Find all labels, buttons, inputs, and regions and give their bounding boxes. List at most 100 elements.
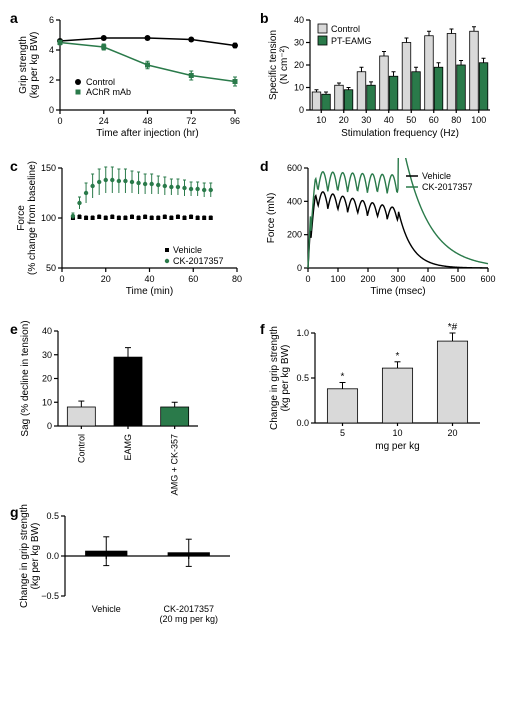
svg-text:40: 40 — [294, 15, 304, 25]
svg-text:CK-2017357: CK-2017357 — [173, 256, 224, 266]
svg-text:0: 0 — [57, 116, 62, 126]
svg-text:72: 72 — [186, 116, 196, 126]
chart-e: 010203040ControlEAMGEAMG + CK-357Sag (% … — [10, 321, 250, 496]
svg-text:10: 10 — [294, 83, 304, 93]
svg-text:0.0: 0.0 — [46, 551, 59, 561]
svg-text:Time (min): Time (min) — [126, 286, 173, 297]
panel-g-label: g — [10, 504, 19, 520]
chart-c: 50 100 150 0 20 40 60 80 Time (min) Force(% chang… — [10, 158, 250, 313]
svg-text:1.0: 1.0 — [296, 328, 309, 338]
svg-text:100: 100 — [330, 274, 345, 284]
svg-text:600: 600 — [287, 163, 302, 173]
svg-text:20: 20 — [294, 60, 304, 70]
svg-text:10: 10 — [42, 397, 52, 407]
svg-text:CK-2017357(20 mg per kg): CK-2017357(20 mg per kg) — [159, 604, 218, 624]
svg-text:40: 40 — [384, 115, 394, 125]
chart-d: 02004006000100200300400500600Time (msec)… — [260, 158, 500, 313]
panel-c-label: c — [10, 158, 18, 174]
svg-text:Vehicle: Vehicle — [173, 245, 202, 255]
svg-text:0: 0 — [297, 263, 302, 273]
svg-text:100: 100 — [471, 115, 486, 125]
svg-text:4: 4 — [49, 45, 54, 55]
svg-text:24: 24 — [99, 116, 109, 126]
svg-text:Force (mN): Force (mN) — [266, 193, 277, 244]
svg-text:10: 10 — [316, 115, 326, 125]
svg-text:50: 50 — [46, 263, 56, 273]
chart-g: −0.5 0.0 0.5 Vehicle CK-2017357(20 mg per kg… — [10, 504, 250, 634]
svg-text:0: 0 — [47, 421, 52, 431]
svg-text:20: 20 — [42, 374, 52, 384]
svg-text:2: 2 — [49, 75, 54, 85]
svg-text:0: 0 — [305, 274, 310, 284]
svg-text:EAMG: EAMG — [123, 434, 133, 461]
figure-grid: a 0246024487296Time after injection (hr)… — [10, 10, 500, 634]
svg-text:20: 20 — [101, 274, 111, 284]
svg-text:Change in grip strength(kg per: Change in grip strength(kg per kg BW) — [19, 504, 41, 608]
svg-text:30: 30 — [294, 38, 304, 48]
svg-text:80: 80 — [451, 115, 461, 125]
panel-a-label: a — [10, 10, 18, 26]
panel-d: d 02004006000100200300400500600Time (mse… — [260, 158, 500, 313]
svg-text:0: 0 — [49, 105, 54, 115]
svg-text:*: * — [341, 372, 345, 383]
panel-b-label: b — [260, 10, 269, 26]
svg-text:20: 20 — [447, 428, 457, 438]
panel-c: c 50 100 150 0 20 40 60 80 Time (min) Force(% cha… — [10, 158, 250, 313]
svg-text:40: 40 — [144, 274, 154, 284]
svg-text:Change in grip strength(kg per: Change in grip strength(kg per kg BW) — [269, 326, 291, 430]
svg-text:Time after injection (hr): Time after injection (hr) — [96, 128, 198, 139]
svg-text:30: 30 — [361, 115, 371, 125]
chart-b: 01020304010203040506080100Stimulation fr… — [260, 10, 500, 150]
panel-g: g −0.5 0.0 0.5 Vehicle CK-2017357(20 mg per … — [10, 504, 250, 634]
svg-text:*#: *# — [448, 322, 458, 333]
svg-text:200: 200 — [287, 230, 302, 240]
svg-text:0.5: 0.5 — [296, 373, 309, 383]
svg-text:*: * — [396, 351, 400, 362]
svg-text:−0.5: −0.5 — [41, 591, 59, 601]
svg-text:AChR mAb: AChR mAb — [86, 87, 131, 97]
svg-text:Grip strength(kg per kg BW): Grip strength(kg per kg BW) — [18, 32, 40, 99]
panel-d-label: d — [260, 158, 269, 174]
svg-text:PT-EAMG: PT-EAMG — [331, 36, 372, 46]
svg-text:EAMG + CK-357: EAMG + CK-357 — [170, 434, 180, 496]
svg-text:Control: Control — [76, 434, 86, 463]
svg-text:Control: Control — [86, 77, 115, 87]
svg-text:400: 400 — [420, 274, 435, 284]
svg-text:mg per kg: mg per kg — [375, 441, 419, 452]
svg-text:6: 6 — [49, 15, 54, 25]
svg-text:30: 30 — [42, 350, 52, 360]
svg-text:0: 0 — [299, 105, 304, 115]
svg-text:60: 60 — [429, 115, 439, 125]
svg-text:600: 600 — [480, 274, 495, 284]
panel-b: b 01020304010203040506080100Stimulation … — [260, 10, 500, 150]
panel-e-label: e — [10, 321, 18, 337]
svg-text:96: 96 — [230, 116, 240, 126]
svg-text:CK-2017357: CK-2017357 — [422, 182, 473, 192]
panel-e: e 010203040ControlEAMGEAMG + CK-357Sag (… — [10, 321, 250, 496]
panel-a: a 0246024487296Time after injection (hr)… — [10, 10, 250, 150]
svg-text:300: 300 — [390, 274, 405, 284]
svg-text:100: 100 — [41, 213, 56, 223]
svg-text:0: 0 — [59, 274, 64, 284]
svg-text:Control: Control — [331, 24, 360, 34]
chart-a: 0246024487296Time after injection (hr)Gr… — [10, 10, 250, 150]
svg-text:10: 10 — [392, 428, 402, 438]
svg-text:Force(% change from baseline): Force(% change from baseline) — [16, 161, 38, 275]
svg-text:Specific tension(N cm⁻²): Specific tension(N cm⁻²) — [268, 30, 290, 100]
panel-f-label: f — [260, 321, 265, 337]
panel-f: f 0.00.51.0*5*10*#20mg per kgChange in g… — [260, 321, 500, 496]
svg-text:80: 80 — [232, 274, 242, 284]
svg-text:500: 500 — [450, 274, 465, 284]
svg-text:Stimulation frequency (Hz): Stimulation frequency (Hz) — [341, 128, 459, 139]
svg-text:150: 150 — [41, 163, 56, 173]
svg-text:60: 60 — [188, 274, 198, 284]
svg-text:0.5: 0.5 — [46, 511, 59, 521]
svg-text:400: 400 — [287, 196, 302, 206]
svg-text:Sag (% decline in tension): Sag (% decline in tension) — [20, 321, 31, 437]
svg-text:0.0: 0.0 — [296, 418, 309, 428]
svg-text:50: 50 — [406, 115, 416, 125]
svg-text:Vehicle: Vehicle — [92, 604, 121, 614]
svg-text:48: 48 — [142, 116, 152, 126]
svg-text:Vehicle: Vehicle — [422, 171, 451, 181]
chart-f: 0.00.51.0*5*10*#20mg per kgChange in gri… — [260, 321, 500, 466]
